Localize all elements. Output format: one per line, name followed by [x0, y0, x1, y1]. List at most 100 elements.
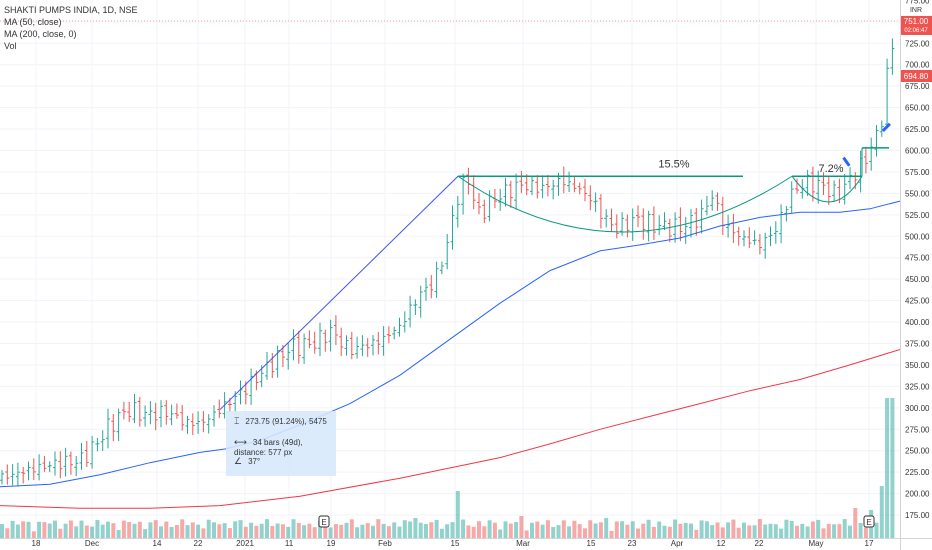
volume-bar	[349, 519, 354, 538]
y-tick-label: 550.00	[905, 189, 930, 198]
volume-bar	[381, 524, 386, 538]
volume-bar	[567, 526, 572, 538]
volume-bar	[848, 525, 852, 538]
y-tick-label: 325.00	[905, 382, 930, 391]
volume-bar	[79, 520, 84, 538]
volume-bar	[249, 522, 254, 538]
volume-bar	[328, 527, 333, 538]
volume-bar	[890, 398, 895, 538]
volume-bar	[773, 524, 778, 538]
volume-bar	[551, 526, 556, 538]
legend-vol[interactable]: Vol	[4, 41, 17, 51]
volume-bar	[768, 523, 773, 538]
volume-bar	[810, 521, 815, 538]
x-tick-label: 19	[327, 539, 336, 548]
volume-bar	[636, 528, 640, 538]
volume-bar	[556, 525, 561, 538]
volume-bar	[450, 522, 455, 538]
y-tick-label: 225.00	[905, 468, 930, 477]
x-tick-label: 23	[628, 539, 637, 548]
volume-bar	[233, 521, 238, 538]
volume-bar	[678, 523, 683, 538]
volume-bar	[116, 530, 121, 538]
volume-bar	[376, 519, 381, 538]
y-tick-label: 700.00	[905, 61, 930, 70]
volume-bar	[514, 522, 519, 538]
volume-bar	[821, 528, 826, 538]
volume-bar	[100, 524, 105, 538]
volume-bar	[243, 526, 248, 538]
volume-bar	[683, 522, 688, 538]
pencil-icon	[842, 156, 851, 167]
volume-bar	[164, 521, 169, 538]
volume-bar	[842, 519, 847, 538]
volume-bar	[63, 523, 68, 538]
volume-bar	[726, 522, 731, 538]
volume-bar	[535, 521, 540, 538]
y-tick-label: 725.00	[905, 39, 930, 48]
volume-bar	[519, 516, 524, 538]
ma200-line	[0, 349, 901, 509]
volume-bar	[185, 525, 190, 538]
angle-icon: ∠	[234, 457, 243, 467]
volume-bar	[736, 527, 741, 538]
volume-bar	[763, 524, 768, 538]
volume-bar	[37, 521, 42, 538]
volume-bar	[90, 526, 95, 538]
measure-bars-row: ⟷ 34 bars (49d), distance: 577 px	[234, 438, 336, 457]
volume-bar	[312, 527, 317, 538]
legend-ma200[interactable]: MA (200, close, 0)	[4, 29, 77, 39]
volume-bar	[614, 521, 619, 538]
y-tick-label: 300.00	[905, 404, 930, 413]
base-pct-label: 15.5%	[658, 159, 689, 171]
volume-bar	[805, 526, 810, 538]
volume-bar	[747, 525, 752, 538]
volume-bar	[318, 520, 322, 538]
x-tick-label: May	[808, 539, 823, 548]
volume-bar	[259, 523, 264, 538]
volume-bar	[408, 521, 413, 538]
volume-bar	[503, 521, 508, 538]
y-tick-label: 650.00	[905, 104, 930, 113]
volume-bar	[0, 524, 4, 538]
volume-bar	[222, 523, 227, 538]
pencil-icon	[881, 122, 891, 132]
volume-bar	[227, 528, 232, 538]
volume-bar	[477, 521, 481, 538]
volume-bar	[418, 522, 423, 538]
volume-bar	[424, 524, 428, 538]
volume-bar	[530, 522, 534, 538]
x-tick-label: 15	[451, 539, 460, 548]
y-tick-label: 200.00	[905, 490, 930, 499]
volume-bar	[307, 523, 312, 538]
volume-bar	[471, 526, 476, 538]
volume-bar	[583, 528, 587, 538]
volume-bar	[68, 520, 73, 538]
y-tick-label: 250.00	[905, 447, 930, 456]
volume-bar	[498, 529, 503, 538]
volume-bar	[47, 523, 52, 538]
x-tick-label: Mar	[516, 539, 530, 548]
measure-price-row: ⌶ 273.75 (91.24%), 5475	[234, 417, 327, 427]
volume-bar	[455, 491, 460, 538]
volume-bar	[482, 526, 487, 538]
handle-arc	[791, 175, 863, 203]
legend-ma50[interactable]: MA (50, close)	[4, 17, 62, 27]
y-tick-label: 525.00	[905, 211, 930, 220]
volume-bar	[731, 519, 736, 538]
volume-bar	[837, 524, 842, 538]
volume-bar	[196, 524, 201, 538]
y-tick-label: 675.00	[905, 82, 930, 91]
volume-bar	[302, 525, 307, 538]
volume-bar	[169, 526, 174, 538]
y-tick-label: 350.00	[905, 361, 930, 370]
y-tick-label: 625.00	[905, 125, 930, 134]
y-tick-label: 500.00	[905, 232, 930, 241]
volume-bar	[461, 519, 466, 538]
x-tick-label: 14	[153, 539, 162, 548]
trend-line	[219, 175, 459, 410]
volume-bar	[625, 524, 630, 538]
volume-bar	[143, 529, 148, 538]
